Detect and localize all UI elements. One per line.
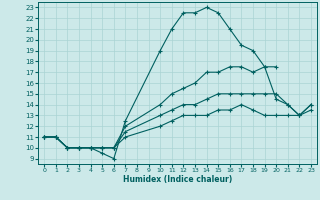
X-axis label: Humidex (Indice chaleur): Humidex (Indice chaleur) xyxy=(123,175,232,184)
